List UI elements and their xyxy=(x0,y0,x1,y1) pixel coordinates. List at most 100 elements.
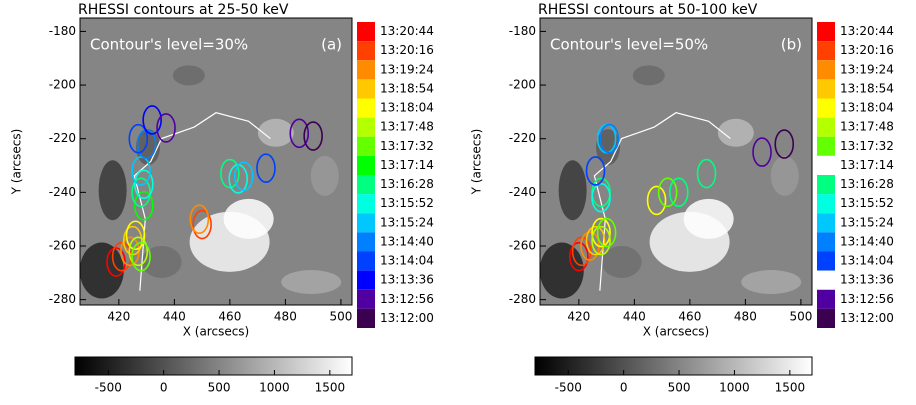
plot-area xyxy=(80,18,352,305)
y-tick-label: -280 xyxy=(509,292,536,306)
contour xyxy=(599,123,620,154)
contour xyxy=(131,156,151,186)
neutral-line xyxy=(133,112,271,291)
image-feature xyxy=(683,198,734,239)
x-tick-label: 480 xyxy=(734,310,757,324)
legend-swatch xyxy=(817,136,835,156)
legend-swatch xyxy=(357,175,375,195)
contour xyxy=(752,137,772,167)
contour xyxy=(591,217,611,248)
contour xyxy=(131,241,151,272)
contour xyxy=(668,177,689,208)
contour xyxy=(585,225,606,256)
y-axis-label: Y (arcsecs) xyxy=(470,129,484,196)
contour xyxy=(134,190,154,221)
colorbar-tick-label: -500 xyxy=(95,381,122,395)
legend-label: 13:12:56 xyxy=(840,292,894,306)
y-tick-label: -260 xyxy=(49,238,76,252)
legend-swatch xyxy=(817,270,835,290)
legend-swatch xyxy=(357,308,375,328)
y-tick-label: -200 xyxy=(509,78,536,92)
legend-swatch xyxy=(817,155,835,175)
legend-swatch xyxy=(357,117,375,137)
legend-label: 13:12:56 xyxy=(380,292,434,306)
annotation: Contour's level=30% xyxy=(90,36,248,54)
legend-label: 13:17:32 xyxy=(380,139,434,153)
legend-swatch xyxy=(357,136,375,156)
legend-label: 13:15:24 xyxy=(380,215,434,229)
contour xyxy=(142,105,162,135)
contour xyxy=(125,220,146,251)
legend-swatch xyxy=(817,22,835,42)
image-feature xyxy=(223,198,274,239)
contour xyxy=(156,113,176,143)
colorbar xyxy=(74,356,353,376)
legend-label: 13:16:28 xyxy=(840,177,894,191)
image-feature xyxy=(601,245,642,278)
contour xyxy=(128,123,149,154)
y-tick-label: -220 xyxy=(509,131,536,145)
contour xyxy=(696,158,717,189)
legend-label: 13:17:48 xyxy=(840,120,894,134)
legend-swatch xyxy=(357,232,375,252)
legend-swatch xyxy=(817,194,835,214)
colorbar-tick-label: 0 xyxy=(620,381,628,395)
contour xyxy=(131,177,151,208)
image-feature xyxy=(558,160,587,221)
legend-swatch xyxy=(817,251,835,271)
colorbar-tick-label: 1000 xyxy=(719,381,750,395)
legend-label: 13:20:44 xyxy=(840,24,894,38)
x-tick-label: 480 xyxy=(274,310,297,324)
contour xyxy=(569,241,589,272)
legend-swatch xyxy=(817,79,835,99)
colorbar-tick-label: 500 xyxy=(208,381,231,395)
image-feature xyxy=(632,65,665,86)
legend-label: 13:20:44 xyxy=(380,24,434,38)
image-feature xyxy=(141,245,182,278)
y-axis-label: Y (arcsecs) xyxy=(10,129,24,196)
y-tick-label: -240 xyxy=(49,185,76,199)
legend-swatch xyxy=(357,98,375,118)
x-tick-label: 500 xyxy=(329,310,352,324)
x-tick-label: 440 xyxy=(623,310,646,324)
contour xyxy=(128,236,149,267)
legend-swatch xyxy=(817,232,835,252)
image-feature xyxy=(310,155,339,196)
neutral-line xyxy=(593,112,731,291)
legend-swatch xyxy=(817,175,835,195)
legend-swatch xyxy=(357,251,375,271)
image-feature xyxy=(80,242,124,299)
legend-label: 13:14:04 xyxy=(840,254,894,268)
legend-label: 13:12:00 xyxy=(840,311,894,325)
y-tick-label: -220 xyxy=(49,131,76,145)
legend-swatch xyxy=(817,60,835,80)
y-tick-label: -180 xyxy=(49,24,76,38)
legend-swatch xyxy=(817,41,835,61)
legend-label: 13:19:24 xyxy=(840,62,894,76)
contour xyxy=(591,225,611,256)
y-tick-label: -180 xyxy=(509,24,536,38)
x-tick-label: 420 xyxy=(107,310,130,324)
contour xyxy=(192,209,212,240)
legend-label: 13:18:04 xyxy=(380,101,434,115)
legend-swatch xyxy=(357,41,375,61)
legend-swatch xyxy=(817,98,835,118)
legend-label: 13:17:48 xyxy=(380,120,434,134)
legend-label: 13:18:04 xyxy=(840,101,894,115)
image-feature xyxy=(596,129,620,166)
annotation: Contour's level=50% xyxy=(550,36,708,54)
legend-swatch xyxy=(817,308,835,328)
plot-area xyxy=(540,18,812,305)
colorbar-tick-label: 500 xyxy=(668,381,691,395)
contour xyxy=(774,129,795,159)
legend-label: 13:14:40 xyxy=(380,234,434,248)
image-feature xyxy=(281,270,342,295)
x-axis-label: X (arcsecs) xyxy=(643,325,710,339)
legend-label: 13:16:28 xyxy=(380,177,434,191)
colorbar xyxy=(534,356,813,376)
y-tick-label: -240 xyxy=(509,185,536,199)
panel-label: (b) xyxy=(781,36,802,54)
contour xyxy=(220,158,240,189)
legend-label: 13:18:54 xyxy=(380,81,434,95)
